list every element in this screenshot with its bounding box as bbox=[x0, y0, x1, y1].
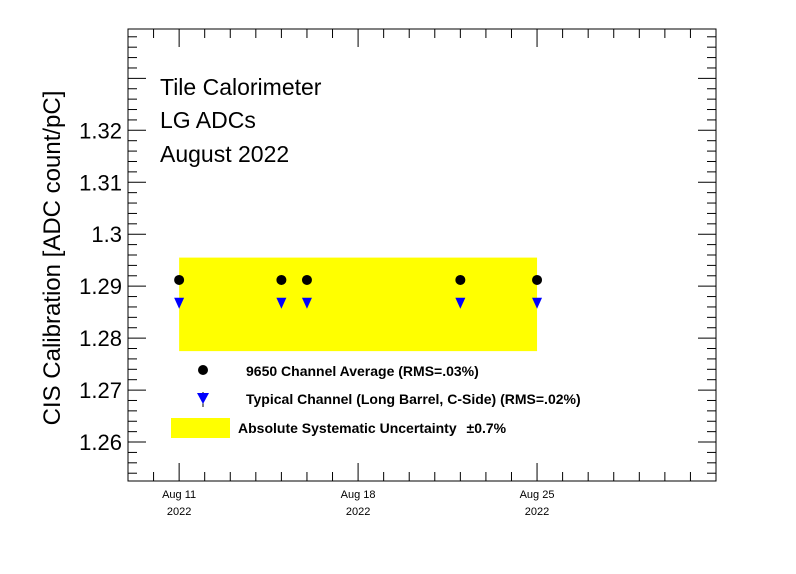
average-point bbox=[532, 274, 543, 285]
x-tick-label: Aug 18 bbox=[341, 489, 376, 501]
annotation-period: August 2022 bbox=[160, 141, 289, 167]
legend: 9650 Channel Average (RMS=.03%) Typical … bbox=[171, 363, 581, 438]
y-tick-label: 1.26 bbox=[79, 430, 122, 455]
annotation-adc: LG ADCs bbox=[160, 107, 256, 133]
legend-swatch-uncertainty bbox=[171, 418, 230, 438]
legend-label-average: 9650 Channel Average (RMS=.03%) bbox=[246, 363, 479, 379]
y-tick-labels: 1.26 1.27 1.28 1.29 1.3 1.31 1.32 bbox=[79, 118, 122, 455]
y-axis-title: CIS Calibration [ADC count/pC] bbox=[39, 91, 66, 426]
data-points bbox=[174, 274, 543, 309]
y-tick-label: 1.3 bbox=[91, 222, 122, 247]
typical-point bbox=[301, 297, 312, 309]
legend-label-uncertainty: Absolute Systematic Uncertainty ±0.7% bbox=[238, 420, 507, 436]
x-tick-labels: Aug 11 2022 Aug 18 2022 Aug 25 2022 bbox=[162, 489, 554, 518]
annotation-detector: Tile Calorimeter bbox=[160, 74, 322, 100]
y-tick-label: 1.31 bbox=[79, 170, 122, 195]
x-tick-label: Aug 25 bbox=[520, 489, 555, 501]
typical-point bbox=[276, 297, 287, 309]
legend-label-uncertainty-name: Absolute Systematic Uncertainty bbox=[238, 420, 457, 436]
average-point bbox=[276, 274, 287, 285]
typical-point bbox=[532, 297, 543, 309]
average-point bbox=[455, 274, 466, 285]
legend-marker-typical bbox=[197, 393, 209, 404]
legend-label-uncertainty-value: ±0.7% bbox=[467, 420, 507, 436]
axis-ticks bbox=[127, 29, 717, 481]
uncertainty-band bbox=[179, 257, 538, 352]
average-point bbox=[301, 274, 312, 285]
y-tick-label: 1.28 bbox=[79, 326, 122, 351]
x-tick-label-year: 2022 bbox=[167, 506, 191, 518]
y-tick-label: 1.32 bbox=[79, 118, 122, 143]
legend-label-typical: Typical Channel (Long Barrel, C-Side) (R… bbox=[246, 391, 581, 407]
x-tick-label-year: 2022 bbox=[346, 506, 370, 518]
typical-point bbox=[174, 297, 185, 309]
x-tick-label-year: 2022 bbox=[525, 506, 549, 518]
typical-point bbox=[455, 297, 466, 309]
average-point bbox=[174, 274, 185, 285]
legend-marker-average bbox=[198, 365, 208, 375]
x-tick-label: Aug 11 bbox=[162, 489, 196, 501]
y-tick-label: 1.27 bbox=[79, 378, 122, 403]
y-tick-label: 1.29 bbox=[79, 274, 122, 299]
